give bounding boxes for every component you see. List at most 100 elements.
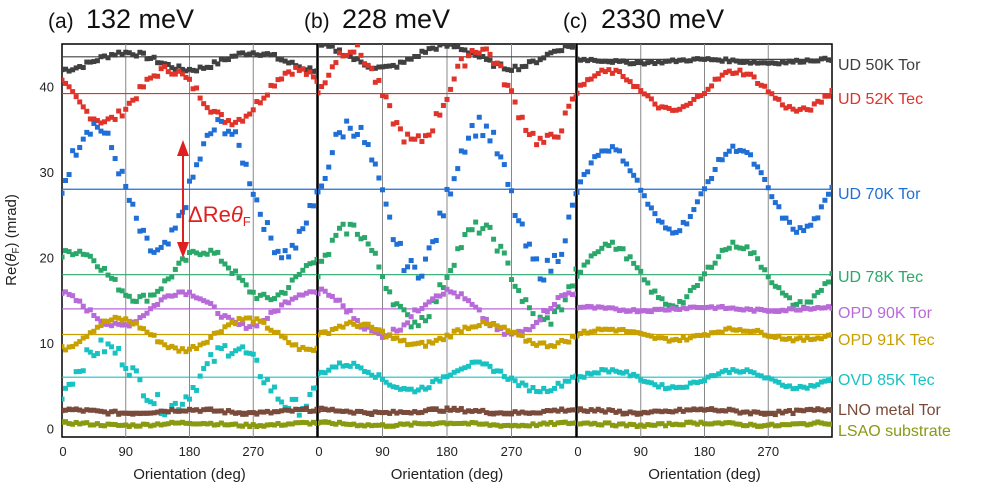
data-point — [362, 140, 368, 146]
data-point — [469, 408, 475, 414]
data-point — [264, 295, 270, 301]
data-point — [187, 346, 192, 352]
data-point — [148, 292, 154, 298]
data-point — [148, 248, 154, 254]
data-point — [130, 201, 136, 207]
data-point — [458, 56, 464, 62]
data-point — [719, 369, 725, 375]
data-point — [448, 407, 454, 413]
data-point — [394, 120, 400, 126]
data-point — [172, 292, 178, 298]
data-point — [733, 408, 739, 414]
data-point — [655, 306, 661, 312]
data-point — [319, 286, 325, 292]
data-point — [144, 76, 150, 82]
data-point — [172, 400, 178, 406]
data-point — [264, 315, 270, 321]
legend-entry: UD 50K Tor — [838, 57, 921, 74]
data-point — [137, 314, 143, 320]
data-point — [369, 324, 375, 330]
data-point — [448, 289, 454, 295]
data-point — [663, 225, 669, 231]
data-point — [218, 258, 224, 264]
data-point — [307, 421, 313, 427]
data-point — [680, 219, 686, 225]
data-point — [144, 329, 150, 335]
data-point — [80, 408, 86, 414]
data-point — [602, 420, 608, 426]
data-point — [433, 406, 439, 412]
data-point — [483, 321, 489, 327]
data-point — [225, 408, 231, 414]
x-tick-label: 0 — [59, 444, 66, 459]
data-point — [666, 105, 672, 111]
data-point — [183, 420, 189, 426]
data-point — [194, 162, 200, 168]
data-point — [376, 77, 382, 83]
data-point — [112, 320, 118, 326]
data-point — [187, 76, 192, 82]
data-point — [677, 406, 683, 412]
data-point — [698, 406, 704, 412]
data-point — [609, 239, 615, 245]
data-point — [222, 324, 228, 330]
data-point — [811, 336, 817, 342]
data-point — [748, 329, 754, 335]
data-point — [779, 290, 785, 296]
data-point — [641, 331, 647, 337]
data-point — [501, 66, 507, 72]
data-point — [112, 276, 118, 282]
data-point — [243, 325, 249, 331]
data-point — [204, 132, 210, 138]
data-point — [430, 239, 436, 245]
data-point — [293, 64, 299, 70]
data-point — [516, 332, 522, 338]
data-point — [390, 62, 396, 68]
data-point — [617, 369, 622, 375]
data-point — [483, 56, 489, 62]
data-point — [726, 406, 732, 412]
data-point — [624, 161, 630, 167]
data-point — [286, 285, 292, 291]
data-point — [254, 323, 260, 329]
data-point — [712, 407, 718, 413]
data-point — [430, 45, 436, 51]
data-point — [293, 342, 299, 348]
data-point — [772, 308, 778, 314]
data-point — [776, 408, 782, 414]
data-point — [544, 132, 550, 138]
data-point — [77, 248, 83, 254]
data-point — [758, 329, 764, 335]
data-point — [684, 337, 690, 343]
legend-entry: OPD 91K Tec — [838, 332, 935, 349]
data-point — [119, 322, 125, 328]
data-point — [165, 409, 171, 415]
data-point — [218, 345, 224, 351]
data-point — [691, 379, 697, 385]
data-point — [705, 332, 711, 338]
data-point — [289, 71, 295, 77]
data-point — [815, 305, 821, 311]
data-point — [194, 387, 200, 393]
data-point — [652, 61, 658, 67]
data-point — [155, 421, 161, 427]
data-point — [87, 422, 93, 428]
data-point — [617, 148, 622, 154]
data-point — [211, 59, 217, 65]
data-point — [716, 76, 722, 82]
data-point — [204, 105, 210, 111]
data-point — [566, 290, 572, 296]
data-point — [187, 396, 192, 402]
data-point — [772, 95, 778, 101]
data-point — [599, 148, 605, 154]
data-point — [451, 290, 457, 296]
data-point — [337, 47, 342, 53]
data-point — [119, 410, 125, 416]
data-point — [519, 114, 525, 120]
data-point — [702, 91, 707, 97]
data-point — [116, 108, 122, 114]
data-point — [155, 339, 161, 345]
data-point — [694, 332, 700, 338]
data-point — [296, 67, 302, 73]
data-point — [613, 306, 619, 312]
